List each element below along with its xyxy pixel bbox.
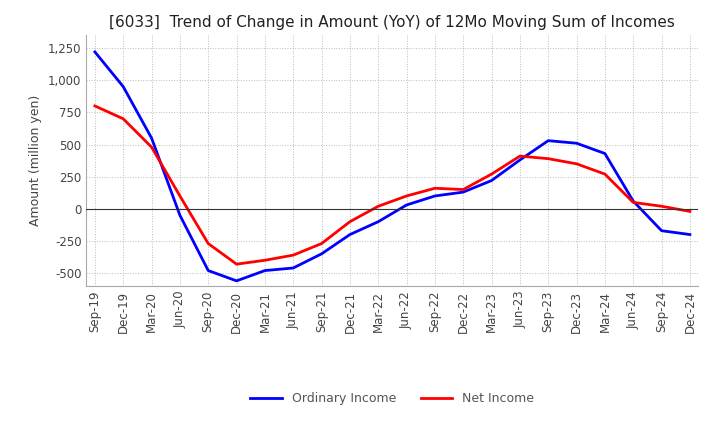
Legend: Ordinary Income, Net Income: Ordinary Income, Net Income bbox=[246, 387, 539, 410]
Line: Net Income: Net Income bbox=[95, 106, 690, 264]
Ordinary Income bbox=[176, 213, 184, 218]
Title: [6033]  Trend of Change in Amount (YoY) of 12Mo Moving Sum of Incomes: [6033] Trend of Change in Amount (YoY) o… bbox=[109, 15, 675, 30]
Net Income bbox=[374, 204, 382, 209]
Ordinary Income bbox=[629, 198, 637, 204]
Ordinary Income bbox=[657, 228, 666, 233]
Net Income bbox=[572, 161, 581, 166]
Net Income bbox=[119, 116, 127, 121]
Net Income bbox=[402, 193, 411, 198]
Net Income bbox=[487, 172, 496, 177]
Ordinary Income bbox=[431, 193, 439, 198]
Ordinary Income bbox=[346, 232, 354, 237]
Net Income bbox=[657, 204, 666, 209]
Net Income bbox=[600, 172, 609, 177]
Net Income bbox=[91, 103, 99, 109]
Net Income bbox=[233, 261, 241, 267]
Ordinary Income bbox=[600, 151, 609, 156]
Ordinary Income bbox=[148, 136, 156, 141]
Ordinary Income bbox=[459, 190, 467, 195]
Ordinary Income bbox=[544, 138, 552, 143]
Net Income bbox=[544, 156, 552, 161]
Net Income bbox=[459, 187, 467, 192]
Ordinary Income bbox=[318, 251, 326, 257]
Net Income bbox=[346, 219, 354, 224]
Net Income bbox=[176, 193, 184, 198]
Ordinary Income bbox=[261, 268, 269, 273]
Ordinary Income bbox=[233, 278, 241, 283]
Ordinary Income bbox=[516, 158, 524, 163]
Ordinary Income bbox=[289, 265, 297, 271]
Ordinary Income bbox=[487, 178, 496, 183]
Ordinary Income bbox=[119, 84, 127, 89]
Ordinary Income bbox=[685, 232, 694, 237]
Net Income bbox=[685, 209, 694, 214]
Ordinary Income bbox=[402, 202, 411, 208]
Net Income bbox=[516, 154, 524, 159]
Net Income bbox=[318, 241, 326, 246]
Ordinary Income bbox=[374, 219, 382, 224]
Net Income bbox=[629, 200, 637, 205]
Net Income bbox=[289, 253, 297, 258]
Net Income bbox=[148, 144, 156, 150]
Y-axis label: Amount (million yen): Amount (million yen) bbox=[30, 95, 42, 226]
Ordinary Income bbox=[91, 49, 99, 55]
Ordinary Income bbox=[572, 141, 581, 146]
Net Income bbox=[204, 241, 212, 246]
Line: Ordinary Income: Ordinary Income bbox=[95, 52, 690, 281]
Ordinary Income bbox=[204, 268, 212, 273]
Net Income bbox=[431, 186, 439, 191]
Net Income bbox=[261, 258, 269, 263]
